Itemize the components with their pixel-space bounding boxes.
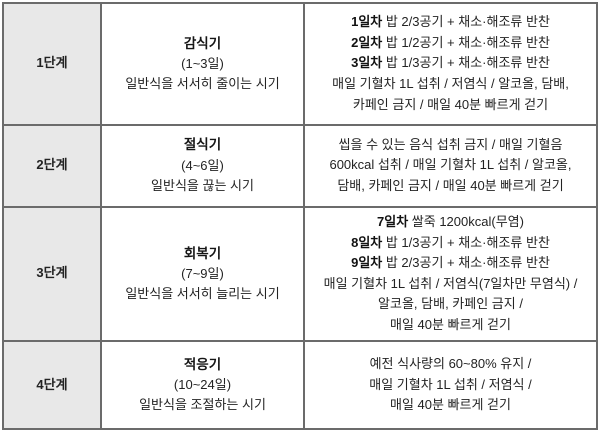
detail-text: 밥 1/3공기 + 채소·해조류 반찬 [382,234,550,250]
phase-desc: 일반식을 끊는 시기 [151,178,254,194]
detail-text: 매일 40분 빠르게 걷기 [390,397,511,413]
phase-desc: 일반식을 조절하는 시기 [139,397,266,413]
detail-line: 매일 기혈차 1L 섭취 / 저염식 / [311,375,590,396]
detail-line: 예전 식사량의 60~80% 유지 / [311,354,590,375]
table-row-stage-1: 1단계 감식기 (1~3일) 일반식을 서서히 줄이는 시기 1일차 밥 2/3… [2,2,598,126]
details-cell: 씹을 수 있는 음식 섭취 금지 / 매일 기혈음 600kcal 섭취 / 매… [303,123,598,208]
day-label: 3일차 [351,55,383,71]
detail-line: 담배, 카페인 금지 / 매일 40분 빠르게 걷기 [311,176,590,197]
detail-line: 매일 기혈차 1L 섭취 / 저염식(7일차만 무염식) / [311,274,590,295]
day-label: 9일차 [351,255,383,271]
details-cell: 1일차 밥 2/3공기 + 채소·해조류 반찬 2일차 밥 1/2공기 + 채소… [303,2,598,126]
detail-text: 카페인 금지 / 매일 40분 빠르게 걷기 [352,96,549,112]
phase-name: 감식기 [183,35,222,51]
stage-label: 2단계 [2,123,102,208]
detail-line: 600kcal 섭취 / 매일 기혈차 1L 섭취 / 알코올, [311,155,590,176]
detail-text: 밥 2/3공기 + 채소·해조류 반찬 [382,255,550,271]
detail-line: 씹을 수 있는 음식 섭취 금지 / 매일 기혈음 [311,135,590,156]
phase-name: 절식기 [183,137,222,153]
detail-line: 2일차 밥 1/2공기 + 채소·해조류 반찬 [311,33,590,54]
detail-text: 600kcal 섭취 / 매일 기혈차 1L 섭취 / 알코올, [329,157,572,173]
day-label: 7일차 [377,214,409,230]
phase-desc: 일반식을 서서히 줄이는 시기 [125,76,280,92]
phase-name: 적응기 [183,356,222,372]
detail-text: 매일 기혈차 1L 섭취 / 저염식 / 알코올, 담배, [332,76,569,92]
detail-text: 밥 1/2공기 + 채소·해조류 반찬 [382,34,550,50]
detail-text: 매일 기혈차 1L 섭취 / 저염식(7일차만 무염식) / [323,275,578,291]
detail-text: 밥 1/3공기 + 채소·해조류 반찬 [382,55,550,71]
detail-line: 매일 40분 빠르게 걷기 [311,315,590,336]
phase-period: (7~9일) [181,265,224,281]
stage-label: 3단계 [2,205,102,342]
detail-line: 9일차 밥 2/3공기 + 채소·해조류 반찬 [311,253,590,274]
day-label: 1일차 [351,14,383,30]
detail-text: 매일 기혈차 1L 섭취 / 저염식 / [369,376,532,392]
detail-line: 3일차 밥 1/3공기 + 채소·해조류 반찬 [311,53,590,74]
detail-text: 예전 식사량의 60~80% 유지 / [369,356,532,371]
table-row-stage-2: 2단계 절식기 (4~6일) 일반식을 끊는 시기 씹을 수 있는 음식 섭취 … [2,123,598,208]
detail-text: 밥 2/3공기 + 채소·해조류 반찬 [382,14,550,30]
phase-cell: 감식기 (1~3일) 일반식을 서서히 줄이는 시기 [100,2,305,126]
detail-text: 씹을 수 있는 음식 섭취 금지 / 매일 기혈음 [338,136,563,152]
detail-line: 7일차 쌀죽 1200kcal(무염) [311,212,590,233]
detail-text: 담배, 카페인 금지 / 매일 40분 빠르게 걷기 [337,177,564,193]
detail-line: 매일 40분 빠르게 걷기 [311,395,590,416]
phase-period: (1~3일) [181,55,224,71]
stage-label: 4단계 [2,339,102,431]
detail-text: 쌀죽 1200kcal(무염) [408,214,524,230]
phase-period: (4~6일) [181,157,224,173]
table-row-stage-4: 4단계 적응기 (10~24일) 일반식을 조절하는 시기 예전 식사량의 60… [2,339,598,431]
detail-line: 알코올, 담배, 카페인 금지 / [311,294,590,315]
detail-line: 8일차 밥 1/3공기 + 채소·해조류 반찬 [311,233,590,254]
phase-name: 회복기 [183,245,222,261]
stage-label: 1단계 [2,2,102,126]
phase-period: (10~24일) [173,376,232,392]
table-row-stage-3: 3단계 회복기 (7~9일) 일반식을 서서히 늘리는 시기 7일차 쌀죽 12… [2,205,598,342]
day-label: 8일차 [351,234,383,250]
detail-line: 카페인 금지 / 매일 40분 빠르게 걷기 [311,95,590,116]
detail-line: 매일 기혈차 1L 섭취 / 저염식 / 알코올, 담배, [311,74,590,95]
phase-cell: 적응기 (10~24일) 일반식을 조절하는 시기 [100,339,305,431]
details-cell: 예전 식사량의 60~80% 유지 / 매일 기혈차 1L 섭취 / 저염식 /… [303,339,598,431]
details-cell: 7일차 쌀죽 1200kcal(무염) 8일차 밥 1/3공기 + 채소·해조류… [303,205,598,342]
phase-cell: 회복기 (7~9일) 일반식을 서서히 늘리는 시기 [100,205,305,342]
phase-cell: 절식기 (4~6일) 일반식을 끊는 시기 [100,123,305,208]
detail-line: 1일차 밥 2/3공기 + 채소·해조류 반찬 [311,12,590,33]
day-label: 2일차 [351,34,383,50]
detail-text: 알코올, 담배, 카페인 금지 / [378,296,523,312]
detail-text: 매일 40분 빠르게 걷기 [390,316,511,332]
phase-desc: 일반식을 서서히 늘리는 시기 [125,286,280,302]
